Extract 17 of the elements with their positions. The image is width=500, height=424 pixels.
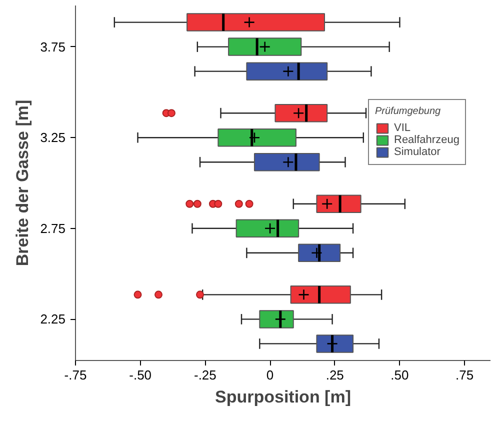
x-tick-label: .25 [326, 368, 344, 382]
y-tick-label: 3.75 [40, 39, 66, 54]
x-tick-label: -.25 [194, 368, 216, 382]
y-tick-label: 2.25 [40, 312, 66, 327]
x-tick-label: .75 [456, 368, 474, 382]
x-tick-label: -.75 [64, 368, 87, 382]
y-tick-label: 2.75 [40, 220, 66, 236]
x-tick-label: .50 [390, 368, 409, 382]
legend-label: Realfahrzeug [394, 134, 460, 146]
x-axis-title: Spurposition [m] [215, 388, 351, 406]
x-tick-label: -.50 [129, 368, 152, 382]
x-tick-label: 0 [266, 368, 274, 382]
legend-title: Prüfumgebung [375, 106, 442, 117]
y-tick-label: 3.25 [40, 130, 66, 146]
legend-label: VIL [394, 122, 412, 134]
legend-label: Simulator [394, 146, 440, 158]
y-axis-title: Breite der Gasse [m] [13, 100, 32, 266]
